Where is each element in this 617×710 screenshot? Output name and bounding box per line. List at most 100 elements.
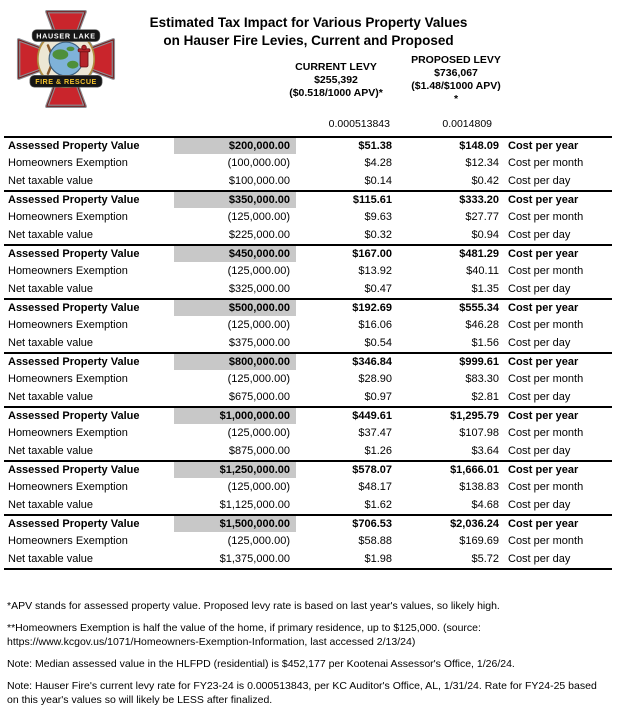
period-label: Cost per month (508, 427, 584, 439)
period-label: Cost per day (508, 175, 571, 187)
row-label: Homeowners Exemption (8, 319, 128, 331)
page-title: Estimated Tax Impact for Various Propert… (0, 14, 617, 50)
current-cost: $192.69 (352, 302, 392, 314)
period-label: Cost per day (508, 445, 571, 457)
current-cost: $706.53 (352, 518, 392, 530)
table-row: Net taxable value $1,125,000.00 $1.62 $4.68… (4, 496, 612, 514)
row-value: (125,000.00) (227, 535, 290, 547)
proposed-cost: $3.64 (471, 445, 499, 457)
period-label: Cost per month (508, 265, 584, 277)
current-cost: $346.84 (352, 356, 392, 368)
current-cost: $13.92 (358, 265, 392, 277)
proposed-cost: $4.68 (471, 499, 499, 511)
row-value: $325,000.00 (228, 283, 290, 295)
period-label: Cost per month (508, 211, 584, 223)
row-label: Assessed Property Value (8, 302, 140, 314)
proposed-cost: $148.09 (459, 140, 499, 152)
row-value: (125,000.00) (227, 373, 290, 385)
period-label: Cost per year (508, 464, 579, 476)
period-label: Cost per year (508, 140, 579, 152)
current-levy-label: CURRENT LEVY (295, 61, 377, 73)
proposed-cost: $5.72 (471, 553, 499, 565)
proposed-levy-asterisk: * (453, 93, 459, 106)
table-row: Net taxable value $100,000.00 $0.14 $0.42 Co… (4, 172, 612, 190)
table-row: Homeowners Exemption (125,000.00) $9.63 $27… (4, 208, 612, 226)
period-label: Cost per year (508, 248, 579, 260)
proposed-levy-rate-desc: ($1.48/$1000 APV) (411, 80, 501, 93)
table-row: Assessed Property Value $200,000.00 $51.38… (4, 136, 612, 154)
period-label: Cost per year (508, 410, 579, 422)
row-label: Homeowners Exemption (8, 211, 128, 223)
table-row: Assessed Property Value $500,000.00 $192.6… (4, 298, 612, 316)
row-value: (125,000.00) (227, 319, 290, 331)
current-cost: $115.61 (352, 194, 392, 206)
row-value: (100,000.00) (227, 157, 290, 169)
tax-impact-table: Assessed Property Value $200,000.00 $51.38… (4, 136, 612, 570)
row-label: Assessed Property Value (8, 518, 140, 530)
table-row: Assessed Property Value $800,000.00 $346.8… (4, 352, 612, 370)
footnote-homeowners-exemption: **Homeowners Exemption is half the value… (7, 621, 481, 648)
table-row: Assessed Property Value $1,000,000.00 $449… (4, 406, 612, 424)
current-cost: $58.88 (358, 535, 392, 547)
row-label: Homeowners Exemption (8, 427, 128, 439)
period-label: Cost per day (508, 229, 571, 241)
current-levy-amount: $255,392 (314, 74, 358, 87)
proposed-cost: $0.42 (471, 175, 499, 187)
current-cost: $0.32 (364, 229, 392, 241)
title-line-1: Estimated Tax Impact for Various Propert… (149, 15, 468, 30)
bottom-banner: FIRE & RESCUE (29, 75, 103, 88)
proposed-cost: $46.28 (465, 319, 499, 331)
proposed-cost: $481.29 (459, 248, 499, 260)
table-row: Homeowners Exemption (125,000.00) $58.88 $1… (4, 532, 612, 550)
table-row: Homeowners Exemption (125,000.00) $13.92 $4… (4, 262, 612, 280)
proposed-cost: $138.83 (459, 481, 499, 493)
period-label: Cost per month (508, 481, 584, 493)
period-label: Cost per year (508, 194, 579, 206)
row-value: $100,000.00 (228, 175, 290, 187)
footnote-apv: *APV stands for assessed property value.… (7, 600, 500, 612)
row-label: Homeowners Exemption (8, 373, 128, 385)
table-row: Homeowners Exemption (125,000.00) $16.06 $4… (4, 316, 612, 334)
period-label: Cost per month (508, 157, 584, 169)
row-value: (125,000.00) (227, 481, 290, 493)
current-cost: $1.98 (364, 553, 392, 565)
proposed-cost: $40.11 (466, 265, 499, 277)
proposed-levy-rate: 0.0014809 (442, 118, 492, 130)
current-cost: $449.61 (352, 410, 392, 422)
table-row: Net taxable value $225,000.00 $0.32 $0.94 Co… (4, 226, 612, 244)
table-row: Net taxable value $375,000.00 $0.54 $1.56 Co… (4, 334, 612, 352)
row-value: (125,000.00) (227, 211, 290, 223)
current-cost: $4.28 (364, 157, 392, 169)
current-cost: $0.54 (364, 337, 392, 349)
proposed-levy-label: PROPOSED LEVY (411, 54, 501, 66)
period-label: Cost per year (508, 518, 579, 530)
row-value: $1,000,000.00 (174, 408, 296, 424)
period-label: Cost per day (508, 391, 571, 403)
period-label: Cost per month (508, 535, 584, 547)
row-label: Net taxable value (8, 337, 93, 349)
row-label: Homeowners Exemption (8, 157, 128, 169)
current-cost: $48.17 (358, 481, 392, 493)
proposed-levy-amount: $736,067 (434, 67, 478, 80)
proposed-levy-header: PROPOSED LEVY $736,067 ($1.48/$1000 APV)… (394, 54, 518, 107)
current-cost: $37.47 (358, 427, 392, 439)
row-value: $1,125,000.00 (219, 499, 290, 511)
current-cost: $0.14 (364, 175, 392, 187)
table-row: Net taxable value $325,000.00 $0.47 $1.35 Co… (4, 280, 612, 298)
row-label: Net taxable value (8, 283, 93, 295)
row-value: (125,000.00) (227, 427, 290, 439)
row-label: Net taxable value (8, 175, 93, 187)
table-row: Homeowners Exemption (125,000.00) $48.17 $1… (4, 478, 612, 496)
row-label: Assessed Property Value (8, 410, 140, 422)
proposed-cost: $107.98 (459, 427, 499, 439)
proposed-cost: $333.20 (459, 194, 499, 206)
row-value: $675,000.00 (228, 391, 290, 403)
period-label: Cost per year (508, 356, 579, 368)
proposed-cost: $1.56 (471, 337, 499, 349)
logo-top-text: HAUSER LAKE (36, 31, 95, 40)
row-label: Homeowners Exemption (8, 535, 128, 547)
current-cost: $51.38 (358, 140, 392, 152)
current-cost: $28.90 (358, 373, 392, 385)
proposed-cost: $0.94 (471, 229, 499, 241)
